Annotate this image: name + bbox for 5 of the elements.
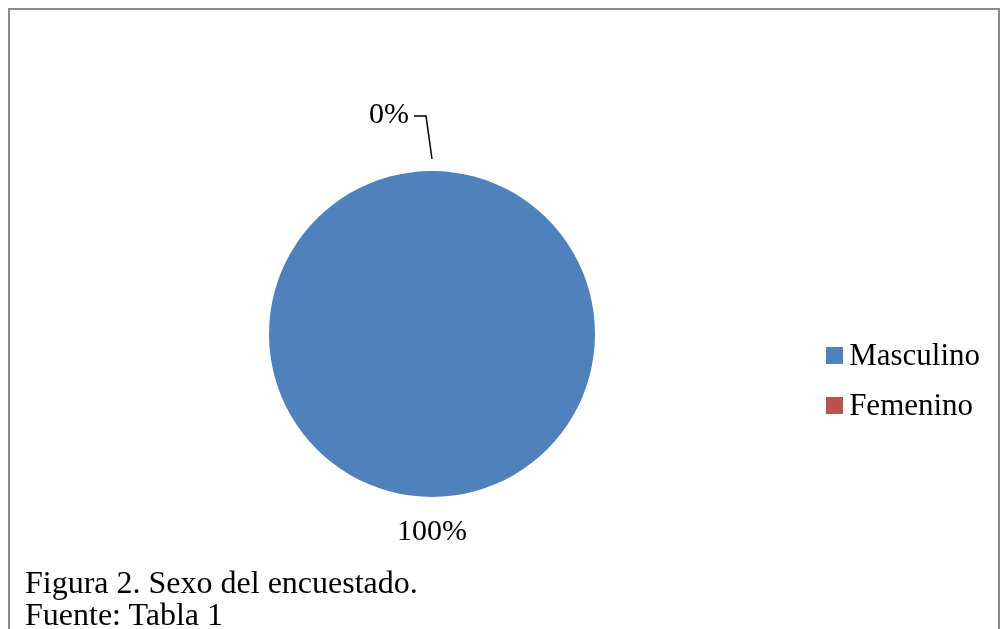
text: 0% bbox=[369, 95, 409, 129]
legend-label: Femenino bbox=[849, 387, 974, 422]
legend-label: Masculino bbox=[849, 337, 980, 372]
data-label: 100% bbox=[397, 512, 467, 546]
text: Figura 2. Sexo del encuestado. bbox=[25, 564, 418, 600]
